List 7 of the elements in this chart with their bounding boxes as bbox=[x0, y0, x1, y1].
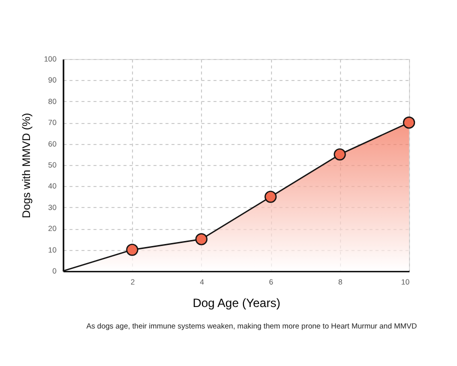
point bbox=[334, 148, 346, 160]
point bbox=[402, 116, 416, 129]
point bbox=[264, 190, 277, 203]
x-axis-title: Dog Age (Years) bbox=[192, 296, 280, 310]
y-axis-title: Dogs with MMVD (%) bbox=[20, 112, 33, 218]
point bbox=[195, 233, 208, 246]
point bbox=[126, 244, 138, 256]
